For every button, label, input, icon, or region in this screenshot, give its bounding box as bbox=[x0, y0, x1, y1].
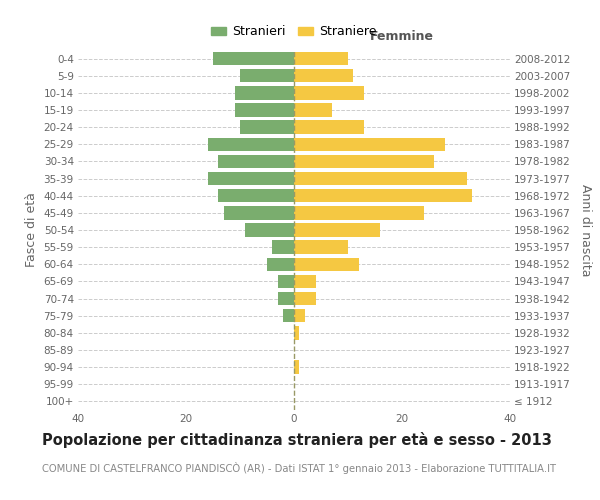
Bar bbox=[294, 104, 332, 117]
Text: COMUNE DI CASTELFRANCO PIANDISCÒ (AR) - Dati ISTAT 1° gennaio 2013 - Elaborazion: COMUNE DI CASTELFRANCO PIANDISCÒ (AR) - … bbox=[42, 462, 556, 474]
Bar bbox=[240, 120, 294, 134]
Bar bbox=[294, 69, 353, 82]
Bar bbox=[218, 154, 294, 168]
Bar bbox=[278, 292, 294, 306]
Bar bbox=[294, 274, 316, 288]
Bar bbox=[235, 104, 294, 117]
Y-axis label: Fasce di età: Fasce di età bbox=[25, 192, 38, 268]
Bar bbox=[224, 206, 294, 220]
Bar bbox=[245, 224, 294, 236]
Bar bbox=[294, 224, 380, 236]
Legend: Stranieri, Straniere: Stranieri, Straniere bbox=[206, 20, 382, 44]
Bar bbox=[208, 138, 294, 151]
Bar bbox=[294, 120, 364, 134]
Bar bbox=[213, 52, 294, 66]
Bar bbox=[294, 172, 467, 186]
Bar bbox=[294, 240, 348, 254]
Bar bbox=[267, 258, 294, 271]
Bar bbox=[294, 154, 434, 168]
Bar bbox=[208, 172, 294, 186]
Bar bbox=[294, 189, 472, 202]
Bar bbox=[294, 258, 359, 271]
Bar bbox=[294, 86, 364, 100]
Bar bbox=[294, 138, 445, 151]
Text: Femmine: Femmine bbox=[370, 30, 434, 43]
Bar bbox=[294, 309, 305, 322]
Bar bbox=[278, 274, 294, 288]
Bar bbox=[294, 52, 348, 66]
Bar bbox=[218, 189, 294, 202]
Bar bbox=[283, 309, 294, 322]
Y-axis label: Anni di nascita: Anni di nascita bbox=[579, 184, 592, 276]
Bar bbox=[294, 206, 424, 220]
Text: Popolazione per cittadinanza straniera per età e sesso - 2013: Popolazione per cittadinanza straniera p… bbox=[42, 432, 552, 448]
Bar bbox=[240, 69, 294, 82]
Bar bbox=[235, 86, 294, 100]
Bar bbox=[272, 240, 294, 254]
Bar bbox=[294, 292, 316, 306]
Bar bbox=[294, 326, 299, 340]
Bar bbox=[294, 360, 299, 374]
